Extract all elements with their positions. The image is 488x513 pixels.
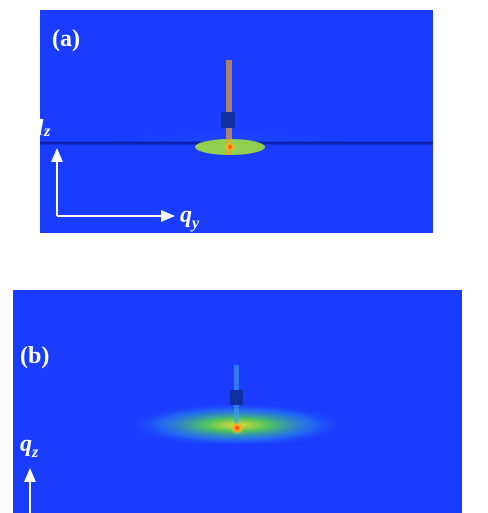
axis-symbol: q [32, 110, 44, 136]
specular-spot [224, 141, 236, 153]
panel-a: (a) qz qy [32, 10, 433, 253]
panel-b: (b) qz [13, 290, 462, 513]
beamstop [221, 112, 235, 128]
axis-symbol: q [180, 202, 192, 228]
beamstop [230, 390, 243, 405]
axis-subscript: z [43, 123, 51, 140]
axis-symbol: q [20, 431, 32, 457]
streak [226, 60, 232, 155]
axis-subscript: z [31, 444, 39, 461]
panel-label: (a) [52, 26, 80, 52]
figure: (a) qz qy (b) qz [0, 0, 488, 513]
specular-spot [230, 421, 244, 435]
axis-subscript: y [190, 215, 200, 232]
panel-label: (b) [20, 343, 49, 369]
